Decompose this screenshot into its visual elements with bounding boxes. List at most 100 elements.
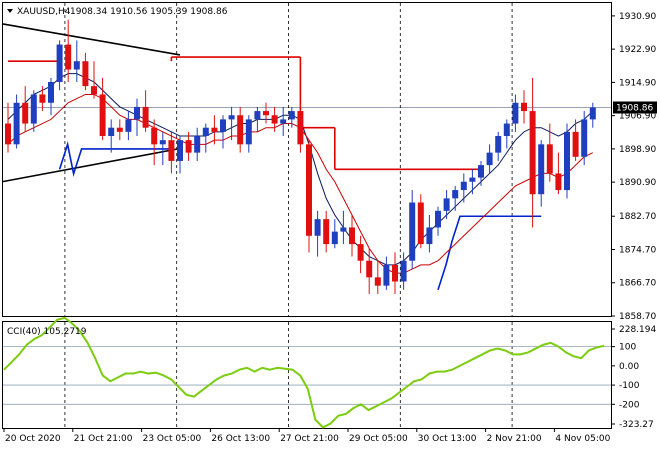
candle-body — [159, 140, 166, 145]
candle-body — [288, 111, 295, 120]
candle-body — [581, 119, 588, 157]
candle-body — [297, 111, 304, 145]
candle-body — [65, 44, 72, 70]
candle-body — [555, 173, 562, 191]
price-tick-label: 1866.70 — [619, 279, 656, 289]
time-tick-label: 27 Oct 21:00 — [280, 434, 339, 444]
candle-body — [56, 44, 63, 82]
price-tick-label: 1890.90 — [619, 178, 656, 188]
candle-body — [383, 264, 390, 286]
current-price-value: 1908.86 — [616, 103, 653, 113]
candle-body — [134, 106, 140, 120]
time-tick-label: 20 Oct 2020 — [5, 434, 61, 444]
candle-body — [228, 115, 235, 120]
price-tick-label: 1922.90 — [619, 45, 656, 55]
price-tick-label: 1906.90 — [619, 112, 656, 122]
candle-body — [400, 260, 407, 282]
candle-body — [116, 127, 123, 132]
candle-body — [168, 140, 175, 161]
candle-body — [417, 202, 424, 245]
current-price-tag: 1908.86 — [613, 101, 657, 114]
time-tick-label: 23 Oct 05:00 — [143, 434, 202, 444]
candle-body — [572, 131, 579, 157]
candle-body — [151, 127, 158, 145]
candle-body — [538, 144, 545, 195]
candle-body — [521, 102, 527, 112]
candle-body — [91, 86, 97, 95]
price-tick-label: 1882.70 — [619, 212, 656, 222]
candle-body — [331, 231, 338, 245]
candle-body — [323, 219, 330, 245]
price-tick-label: 1874.70 — [619, 245, 656, 255]
candle-body — [426, 227, 433, 245]
candle-body — [478, 165, 484, 178]
candle-body — [254, 111, 261, 120]
candle-body — [349, 227, 355, 245]
candle-body — [452, 190, 459, 199]
candle-body — [177, 140, 183, 161]
time-tick-label: 26 Oct 13:00 — [211, 434, 270, 444]
candle-body — [460, 181, 467, 191]
time-tick-label: 4 Nov 05:00 — [555, 434, 610, 444]
candle-body — [5, 123, 11, 145]
time-tick-label: 2 Nov 21:00 — [487, 434, 542, 444]
cci-tick-label: -323.27 — [619, 420, 654, 430]
candle-body — [589, 107, 596, 120]
candle-body — [374, 277, 381, 286]
candle-body — [306, 144, 312, 236]
candle-body — [73, 61, 80, 70]
candle-body — [271, 115, 278, 124]
stop-blue-line — [437, 215, 542, 291]
price-tick-label: 1914.90 — [619, 78, 656, 88]
candle-body — [495, 136, 502, 153]
dropdown-triangle-icon[interactable] — [7, 9, 13, 13]
candle-body — [340, 227, 347, 232]
candle-body — [486, 152, 493, 166]
candle-body — [211, 127, 218, 132]
candle-body — [366, 260, 373, 278]
candle-body — [30, 94, 37, 124]
candle-body — [280, 119, 287, 124]
candle-body — [48, 81, 54, 103]
candle-body — [263, 111, 269, 116]
candle-body — [108, 127, 115, 137]
candle-body — [82, 61, 89, 87]
candle-body — [220, 119, 226, 132]
candle-body — [22, 102, 29, 124]
trendlines — [1, 22, 181, 183]
candle-body — [245, 119, 252, 145]
time-tick-label: 21 Oct 21:00 — [74, 434, 133, 444]
candle-body — [99, 94, 106, 137]
time-axis: 20 Oct 2020 21 Oct 21:00 23 Oct 05:00 26 Oc… — [3, 428, 611, 444]
symbol-label: XAUUSD,H4 — [17, 7, 71, 17]
ohlc-readout: 1908.34 1910.56 1905.39 1908.86 — [70, 7, 228, 17]
cci-tick-label: -100 — [619, 381, 640, 391]
candle-body — [546, 144, 553, 174]
price-tick-label: 1858.70 — [619, 312, 656, 322]
cci-label: CCI(40) 105.2719 — [7, 327, 87, 337]
candle-body — [125, 119, 132, 132]
cci-tick-label: -200 — [619, 400, 640, 410]
candle-body — [512, 102, 519, 124]
candle-body — [392, 264, 398, 282]
candle-body — [39, 94, 46, 103]
candle-body — [194, 136, 201, 153]
cci-polyline — [3, 316, 605, 429]
candle-body — [142, 106, 149, 128]
candle-body — [443, 198, 450, 211]
candle-body — [13, 102, 20, 145]
cci-tick-label: 228.194 — [619, 325, 656, 335]
price-tick-label: 1930.90 — [619, 12, 656, 22]
candle-body — [185, 140, 192, 153]
candle-body — [357, 244, 364, 261]
cci-panel-frame — [2, 321, 612, 429]
price-tick-label: 1898.90 — [619, 145, 656, 155]
trendline — [1, 147, 181, 183]
candle-body — [314, 219, 321, 236]
candle-body — [409, 202, 416, 261]
candle-body — [469, 177, 476, 182]
cci-line — [3, 316, 605, 429]
candle-body — [435, 210, 441, 228]
cci-axis: 228.194 100 0.00 -100 -200 -323.27 — [611, 325, 656, 430]
